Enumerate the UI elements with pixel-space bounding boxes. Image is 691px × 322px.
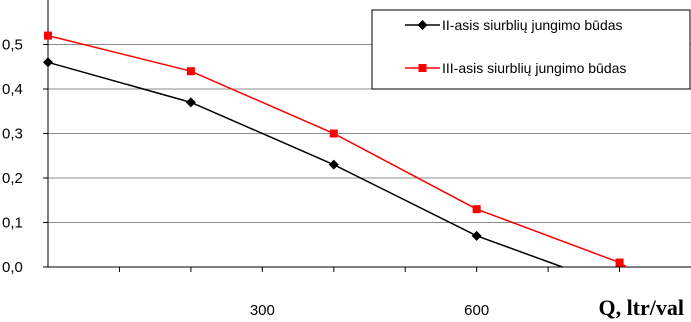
x-tick-label-0: 300 — [250, 302, 275, 319]
x-ticks: 300 600 — [118, 267, 621, 319]
data-point-s1-4 — [615, 258, 624, 267]
data-point-s0-1 — [185, 97, 196, 108]
data-point-s1-0 — [44, 31, 52, 40]
legend-label-1: III-asis siurblių jungimo būdas — [442, 60, 626, 76]
series-0 — [43, 57, 563, 268]
legend-marker-0 — [417, 20, 428, 30]
x-axis-title: Q, ltr/val — [598, 295, 684, 320]
data-point-s0-2 — [328, 159, 339, 170]
data-point-s0-3 — [471, 230, 482, 241]
legend-marker-1 — [418, 64, 427, 72]
y-tick-label-4: 0,4 — [2, 81, 23, 98]
legend: II-asis siurblių jungimo būdas III-asis s… — [371, 9, 691, 90]
legend-label-0: II-asis siurblių jungimo būdas — [442, 17, 623, 33]
y-tick-label-2: 0,2 — [2, 170, 23, 187]
y-tick-label-3: 0,3 — [2, 126, 23, 143]
data-point-s1-1 — [186, 67, 195, 76]
data-point-s0-0 — [43, 57, 53, 68]
series-layer — [43, 31, 628, 268]
y-tick-label-5: 0,5 — [2, 37, 23, 54]
y-tick-label-0: 0,0 — [2, 259, 23, 276]
y-tick-label-1: 0,1 — [2, 215, 23, 232]
data-point-s1-2 — [329, 129, 338, 138]
data-point-s1-3 — [472, 205, 481, 214]
x-tick-label-1: 600 — [464, 302, 489, 319]
y-ticks: 0,0 0,1 0,2 0,3 0,4 0,5 — [2, 37, 48, 276]
series-line-0 — [47, 61, 563, 268]
series-1 — [44, 31, 628, 268]
